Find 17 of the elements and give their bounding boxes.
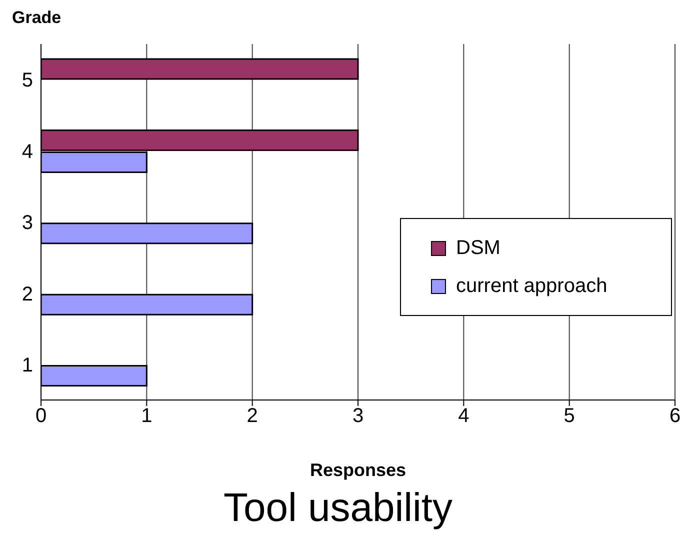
legend-label: current approach (456, 274, 608, 298)
x-tick-label: 5 (564, 405, 575, 428)
legend-label: DSM (456, 236, 500, 260)
x-tick-label: 1 (141, 405, 152, 428)
x-tick-label: 6 (669, 405, 681, 428)
y-tick-label: 5 (22, 70, 33, 92)
x-tick-label: 4 (458, 405, 470, 428)
x-tick-label: 3 (352, 405, 364, 428)
y-tick-label: 2 (22, 283, 33, 306)
y-tick-label: 4 (22, 140, 33, 163)
y-tick-label: 1 (22, 354, 33, 376)
x-tick-label: 0 (35, 405, 47, 428)
x-tick-label: 2 (246, 405, 258, 428)
y-tick-label: 3 (22, 212, 33, 234)
x-axis-title: Responses (308, 460, 408, 481)
text: Tool usability (222, 486, 454, 531)
y-axis-title: Grade (12, 8, 62, 28)
